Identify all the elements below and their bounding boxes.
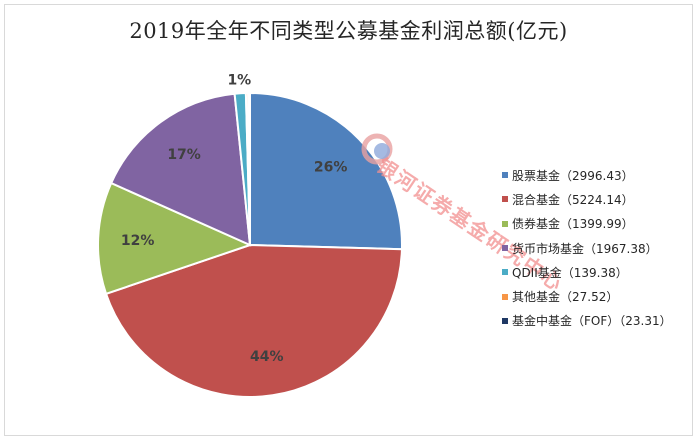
legend-item: 基金中基金（FOF）（23.31） [502, 309, 672, 333]
pie-slice [97, 181, 253, 296]
legend-swatch [502, 220, 508, 227]
legend-swatch [502, 196, 508, 203]
legend-label: 货币市场基金（1967.38） [512, 241, 658, 256]
legend-item: 债券基金（1399.99） [502, 212, 672, 236]
legend-label: 股票基金（2996.43） [512, 168, 634, 183]
chart-legend: 股票基金（2996.43） 混合基金（5224.14） 债券基金（1399.99） 货… [502, 163, 672, 333]
data-label: 1% [227, 72, 251, 88]
data-label: 44% [250, 349, 284, 365]
legend-swatch [502, 245, 508, 252]
legend-item: 货币市场基金（1967.38） [502, 236, 672, 260]
pie-slice [104, 243, 403, 398]
pie-slice [247, 91, 251, 246]
legend-item: 股票基金（2996.43） [502, 163, 672, 187]
legend-item: QDII基金（139.38） [502, 260, 672, 284]
watermark-logo [360, 132, 394, 170]
pie-slice [249, 91, 403, 251]
legend-swatch [502, 317, 508, 324]
legend-swatch [502, 293, 508, 300]
data-label: 26% [314, 160, 348, 176]
data-label: 12% [121, 233, 155, 249]
pie-slice [109, 92, 252, 247]
legend-item: 其他基金（27.52） [502, 284, 672, 308]
legend-swatch [502, 269, 508, 276]
legend-label: 混合基金（5224.14） [512, 192, 634, 207]
legend-item: 混合基金（5224.14） [502, 187, 672, 211]
legend-swatch [502, 172, 508, 179]
legend-label: 基金中基金（FOF）（23.31） [512, 314, 672, 329]
legend-label: QDII基金（139.38） [512, 265, 628, 280]
data-label: 17% [167, 147, 201, 163]
chart-title: 2019年全年不同类型公募基金利润总额(亿元) [129, 19, 568, 43]
legend-label: 其他基金（27.52） [512, 290, 619, 305]
legend-label: 债券基金（1399.99） [512, 217, 634, 232]
